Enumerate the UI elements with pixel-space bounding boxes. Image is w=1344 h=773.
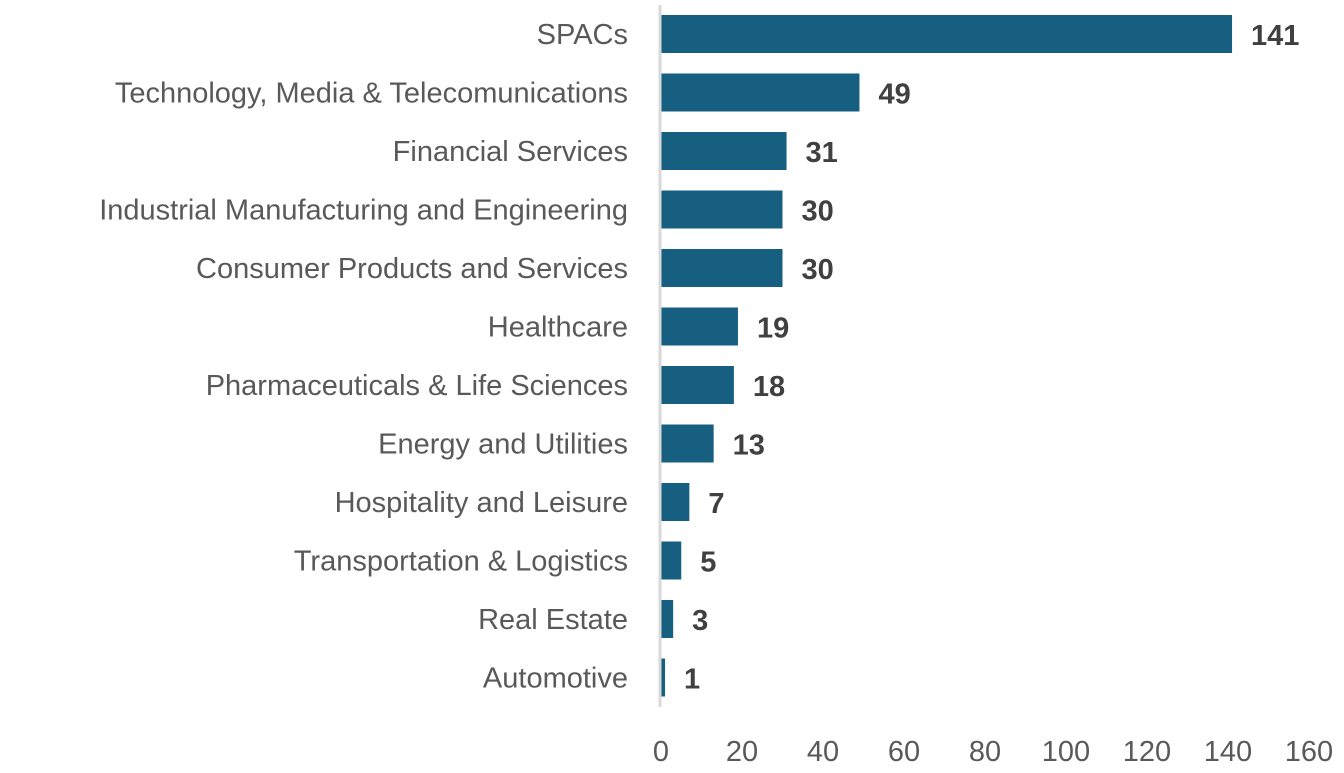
category-label: Technology, Media & Telecomunications: [115, 78, 628, 110]
data-label: 3: [692, 605, 708, 637]
x-tick-label: 0: [653, 736, 669, 768]
bar: [661, 600, 674, 638]
category-label: Energy and Utilities: [378, 429, 628, 461]
category-label: Consumer Products and Services: [196, 253, 628, 285]
category-label: Healthcare: [488, 312, 628, 344]
bar: [661, 132, 787, 170]
data-label: 141: [1251, 20, 1299, 52]
bar: [661, 307, 738, 346]
bar: [661, 73, 860, 112]
data-label: 30: [802, 254, 834, 286]
data-label: 5: [700, 547, 716, 579]
x-tick-label: 140: [1204, 736, 1252, 768]
data-label: 13: [733, 430, 765, 462]
category-label: Pharmaceuticals & Life Sciences: [206, 370, 628, 402]
category-label: Transportation & Logistics: [294, 546, 628, 578]
x-tick-label: 20: [726, 736, 758, 768]
bar: [661, 366, 734, 404]
x-tick-label: 80: [969, 736, 1001, 768]
bar: [661, 541, 682, 580]
x-tick-label: 60: [888, 736, 920, 768]
bar: [661, 658, 666, 697]
data-label: 49: [878, 79, 910, 111]
bar: [661, 249, 783, 287]
category-label: Automotive: [483, 663, 628, 695]
data-label: 19: [757, 313, 789, 345]
bar: [661, 190, 783, 229]
category-label: Financial Services: [393, 136, 628, 168]
x-tick-label: 120: [1123, 736, 1171, 768]
category-label: Hospitality and Leisure: [335, 487, 628, 519]
data-label: 18: [753, 371, 785, 403]
data-label: 31: [806, 137, 838, 169]
category-label: Real Estate: [478, 604, 628, 636]
x-tick-label: 100: [1042, 736, 1090, 768]
data-label: 30: [802, 196, 834, 228]
bar: [661, 15, 1233, 53]
x-tick-label: 40: [807, 736, 839, 768]
category-label: Industrial Manufacturing and Engineering: [99, 195, 628, 227]
data-label: 7: [708, 488, 724, 520]
category-label: SPACs: [537, 19, 628, 51]
bar: [661, 483, 690, 521]
data-label: 1: [684, 664, 700, 696]
x-tick-label: 160: [1285, 736, 1333, 768]
bar: [661, 424, 714, 463]
